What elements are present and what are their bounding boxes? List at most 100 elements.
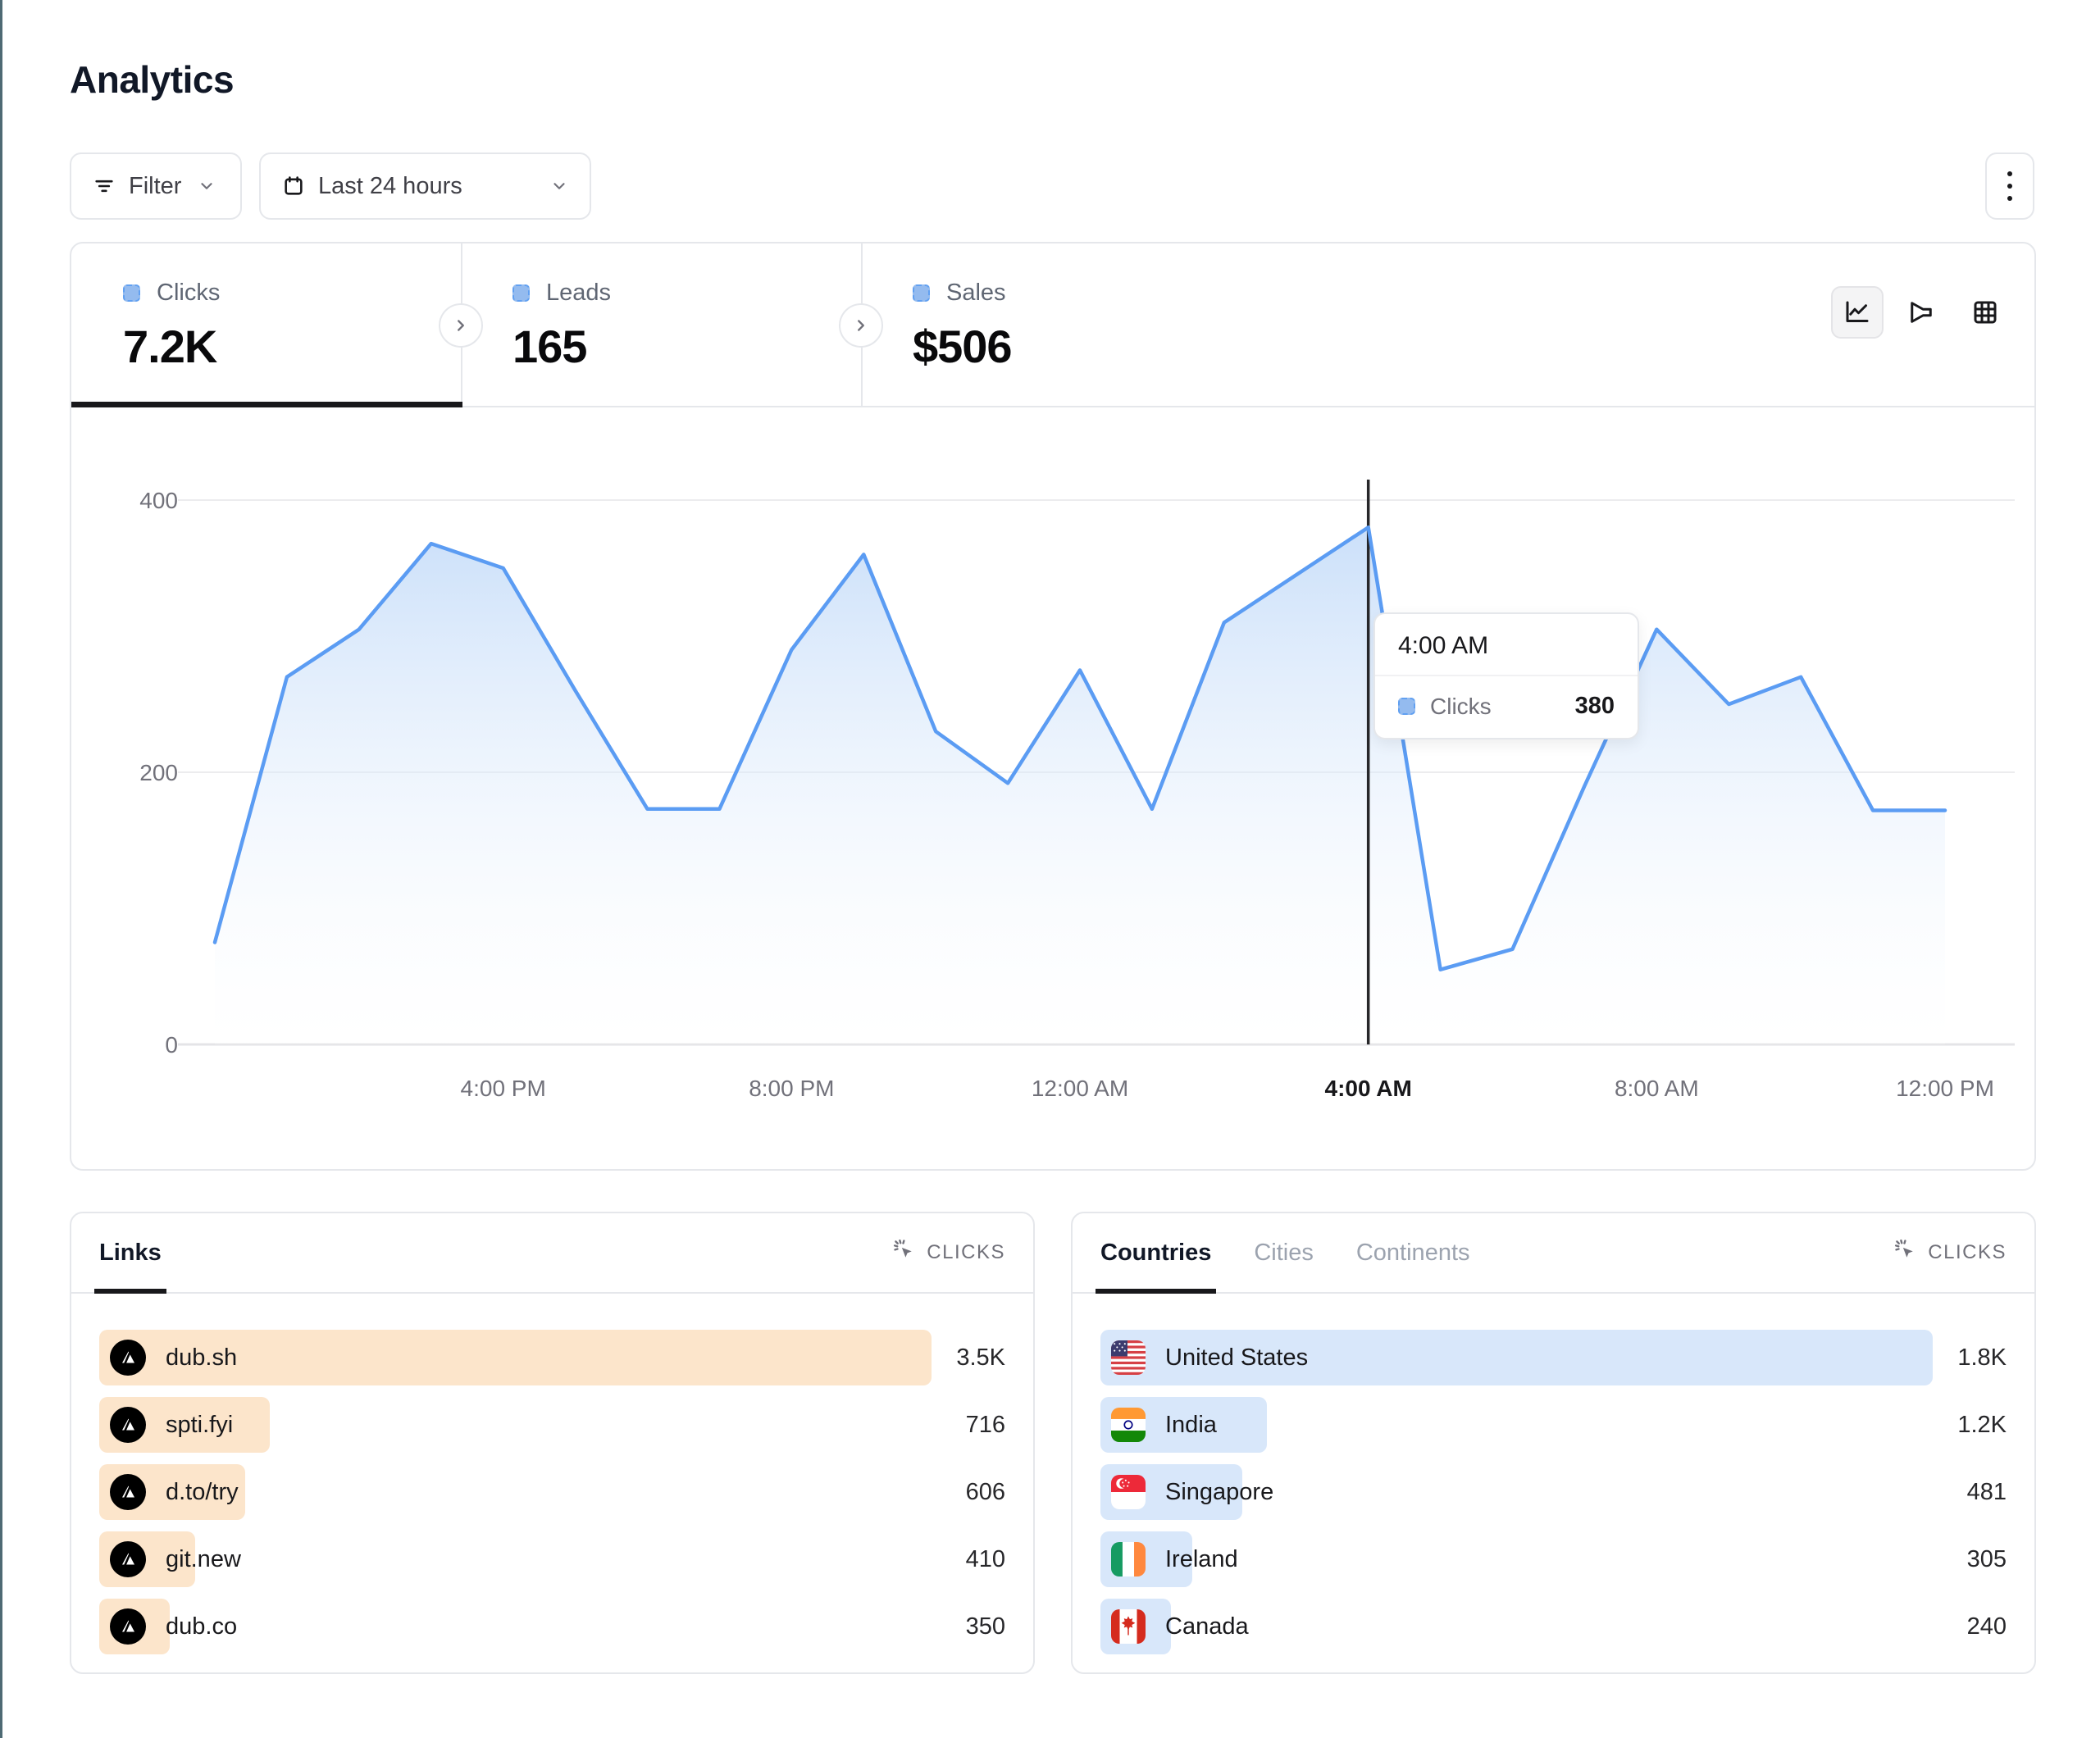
x-axis-tick: 8:00 AM bbox=[1615, 1076, 1699, 1101]
dub-logo-icon bbox=[110, 1541, 146, 1577]
in-flag-icon bbox=[1111, 1408, 1146, 1442]
table-view-button[interactable] bbox=[1959, 286, 2011, 339]
stat-value: 165 bbox=[512, 321, 587, 372]
stat-value: 7.2K bbox=[123, 321, 217, 372]
chevron-down-icon bbox=[198, 177, 216, 195]
tab-countries[interactable]: Countries bbox=[1095, 1213, 1217, 1294]
clicks-series-swatch bbox=[123, 284, 140, 302]
row-value: 3.5K bbox=[956, 1344, 1005, 1371]
y-axis-tick: 400 bbox=[139, 488, 178, 513]
countries-metric-header[interactable]: CLICKS bbox=[1893, 1238, 2007, 1268]
tab-label: Links bbox=[99, 1239, 162, 1266]
ie-flag-icon bbox=[1111, 1542, 1146, 1576]
links-metric-header[interactable]: CLICKS bbox=[892, 1238, 1005, 1268]
cursor-click-icon bbox=[1893, 1238, 1918, 1268]
link-row[interactable]: dub.co 350 bbox=[99, 1599, 1005, 1654]
link-row[interactable]: d.to/try 606 bbox=[99, 1464, 1005, 1520]
links-rows: dub.sh 3.5K spti.fyi 716 d.to/try 606 git.new 4… bbox=[99, 1330, 1005, 1654]
row-label: git.new bbox=[166, 1545, 241, 1572]
funnel-icon bbox=[1911, 302, 1932, 323]
clicks-series-line bbox=[212, 525, 1947, 971]
chart-tooltip: 4:00 AM Clicks 380 bbox=[1373, 612, 1639, 739]
row-label: India bbox=[1165, 1411, 1217, 1438]
metric-label: CLICKS bbox=[1928, 1241, 2007, 1263]
row-label: dub.sh bbox=[166, 1344, 238, 1371]
analytics-chart-card: Clicks 7.2K Leads 165 Sales $506 bbox=[70, 242, 2036, 1171]
sg-flag-icon bbox=[1111, 1475, 1146, 1509]
cursor-click-icon bbox=[892, 1238, 917, 1268]
row-label: dub.co bbox=[166, 1613, 238, 1640]
row-label: United States bbox=[1165, 1344, 1309, 1371]
page-title: Analytics bbox=[70, 58, 235, 101]
filter-icon bbox=[93, 175, 116, 198]
tab-continents[interactable]: Continents bbox=[1356, 1213, 1470, 1292]
link-row[interactable]: dub.sh 3.5K bbox=[99, 1330, 1005, 1385]
chevron-down-icon bbox=[550, 177, 568, 195]
active-stat-underline bbox=[71, 402, 462, 407]
tab-links[interactable]: Links bbox=[94, 1213, 166, 1294]
row-label: spti.fyi bbox=[166, 1411, 234, 1438]
row-value: 716 bbox=[965, 1411, 1005, 1438]
tab-label: Continents bbox=[1355, 1239, 1470, 1266]
stats-header: Clicks 7.2K Leads 165 Sales $506 bbox=[71, 243, 2034, 407]
dub-logo-icon bbox=[110, 1474, 146, 1510]
row-value: 240 bbox=[1966, 1613, 2007, 1640]
clicks-area-chart[interactable]: 0 200 400 4:00 PM 8:00 PM 12:00 AM 4:00 AM 8:00… bbox=[71, 448, 2034, 1117]
link-row[interactable]: spti.fyi 716 bbox=[99, 1397, 1005, 1453]
x-axis-tick: 4:00 PM bbox=[461, 1076, 546, 1101]
row-label: d.to/try bbox=[166, 1478, 239, 1505]
filter-button[interactable]: Filter bbox=[70, 152, 242, 220]
line-chart-view-button[interactable] bbox=[1831, 286, 1884, 339]
table-grid-icon bbox=[1974, 301, 1997, 324]
links-panel-header: Links CLICKS bbox=[71, 1213, 1033, 1294]
toolbar: Filter Last 24 hours bbox=[70, 152, 2036, 220]
stat-value: $506 bbox=[913, 321, 1013, 372]
stat-tab-leads[interactable]: Leads 165 bbox=[461, 243, 861, 407]
row-value: 1.8K bbox=[1957, 1344, 2007, 1371]
row-label: Singapore bbox=[1165, 1478, 1274, 1505]
tooltip-time: 4:00 AM bbox=[1375, 614, 1638, 676]
row-label: Canada bbox=[1165, 1613, 1249, 1640]
country-row[interactable]: Canada 240 bbox=[1100, 1599, 2007, 1654]
dub-logo-icon bbox=[110, 1407, 146, 1443]
date-range-label: Last 24 hours bbox=[318, 172, 462, 199]
y-axis-tick: 200 bbox=[139, 760, 178, 785]
country-row[interactable]: Ireland 305 bbox=[1100, 1531, 2007, 1587]
calendar-icon bbox=[282, 175, 305, 198]
row-label: Ireland bbox=[1165, 1545, 1238, 1572]
stat-label: Leads bbox=[546, 280, 612, 306]
country-row[interactable]: India 1.2K bbox=[1100, 1397, 2007, 1453]
expand-leads-button[interactable] bbox=[839, 303, 883, 348]
x-axis-tick: 4:00 AM bbox=[1325, 1076, 1412, 1101]
country-row[interactable]: Singapore 481 bbox=[1100, 1464, 2007, 1520]
tab-cities[interactable]: Cities bbox=[1254, 1213, 1314, 1292]
ca-flag-icon bbox=[1111, 1609, 1146, 1644]
stat-tab-clicks[interactable]: Clicks 7.2K bbox=[71, 243, 461, 407]
tab-label: Countries bbox=[1100, 1239, 1212, 1266]
y-axis-tick: 0 bbox=[165, 1032, 178, 1058]
window-edge-accent bbox=[0, 0, 2, 1738]
metric-label: CLICKS bbox=[927, 1241, 1005, 1263]
x-axis-tick: 12:00 AM bbox=[1032, 1076, 1128, 1101]
x-axis-tick: 8:00 PM bbox=[749, 1076, 834, 1101]
expand-clicks-button[interactable] bbox=[439, 303, 483, 348]
row-value: 1.2K bbox=[1957, 1411, 2007, 1438]
funnel-view-button[interactable] bbox=[1895, 286, 1947, 339]
more-options-button[interactable] bbox=[1985, 152, 2034, 220]
date-range-button[interactable]: Last 24 hours bbox=[259, 152, 591, 220]
country-row[interactable]: United States 1.8K bbox=[1100, 1330, 2007, 1385]
x-axis-tick: 12:00 PM bbox=[1896, 1076, 1994, 1101]
dub-logo-icon bbox=[110, 1340, 146, 1376]
clicks-bar bbox=[99, 1330, 932, 1385]
tooltip-value: 380 bbox=[1574, 693, 1615, 719]
clicks-series-swatch bbox=[1398, 698, 1415, 715]
row-value: 350 bbox=[965, 1613, 1005, 1640]
line-chart-icon bbox=[1846, 301, 1869, 322]
tooltip-series-name: Clicks bbox=[1430, 693, 1492, 719]
link-row[interactable]: git.new 410 bbox=[99, 1531, 1005, 1587]
stat-label: Sales bbox=[946, 280, 1006, 306]
filter-button-label: Filter bbox=[129, 172, 182, 199]
chart-type-switcher bbox=[1831, 286, 2011, 339]
stat-tab-sales[interactable]: Sales $506 bbox=[861, 243, 1287, 407]
countries-rows: United States 1.8K India 1.2K Singapore 481 Ir… bbox=[1100, 1330, 2007, 1654]
